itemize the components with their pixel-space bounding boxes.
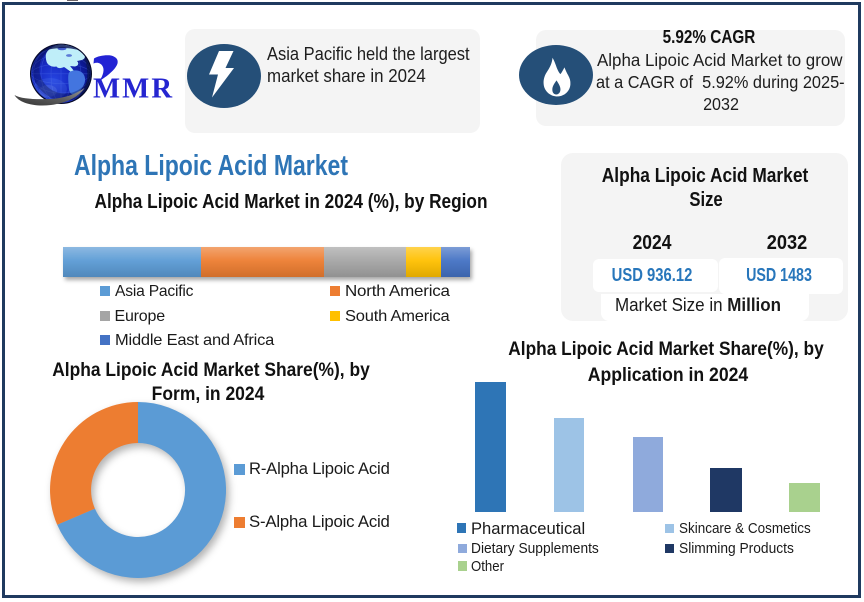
svg-text:MMR: MMR [93,73,174,105]
